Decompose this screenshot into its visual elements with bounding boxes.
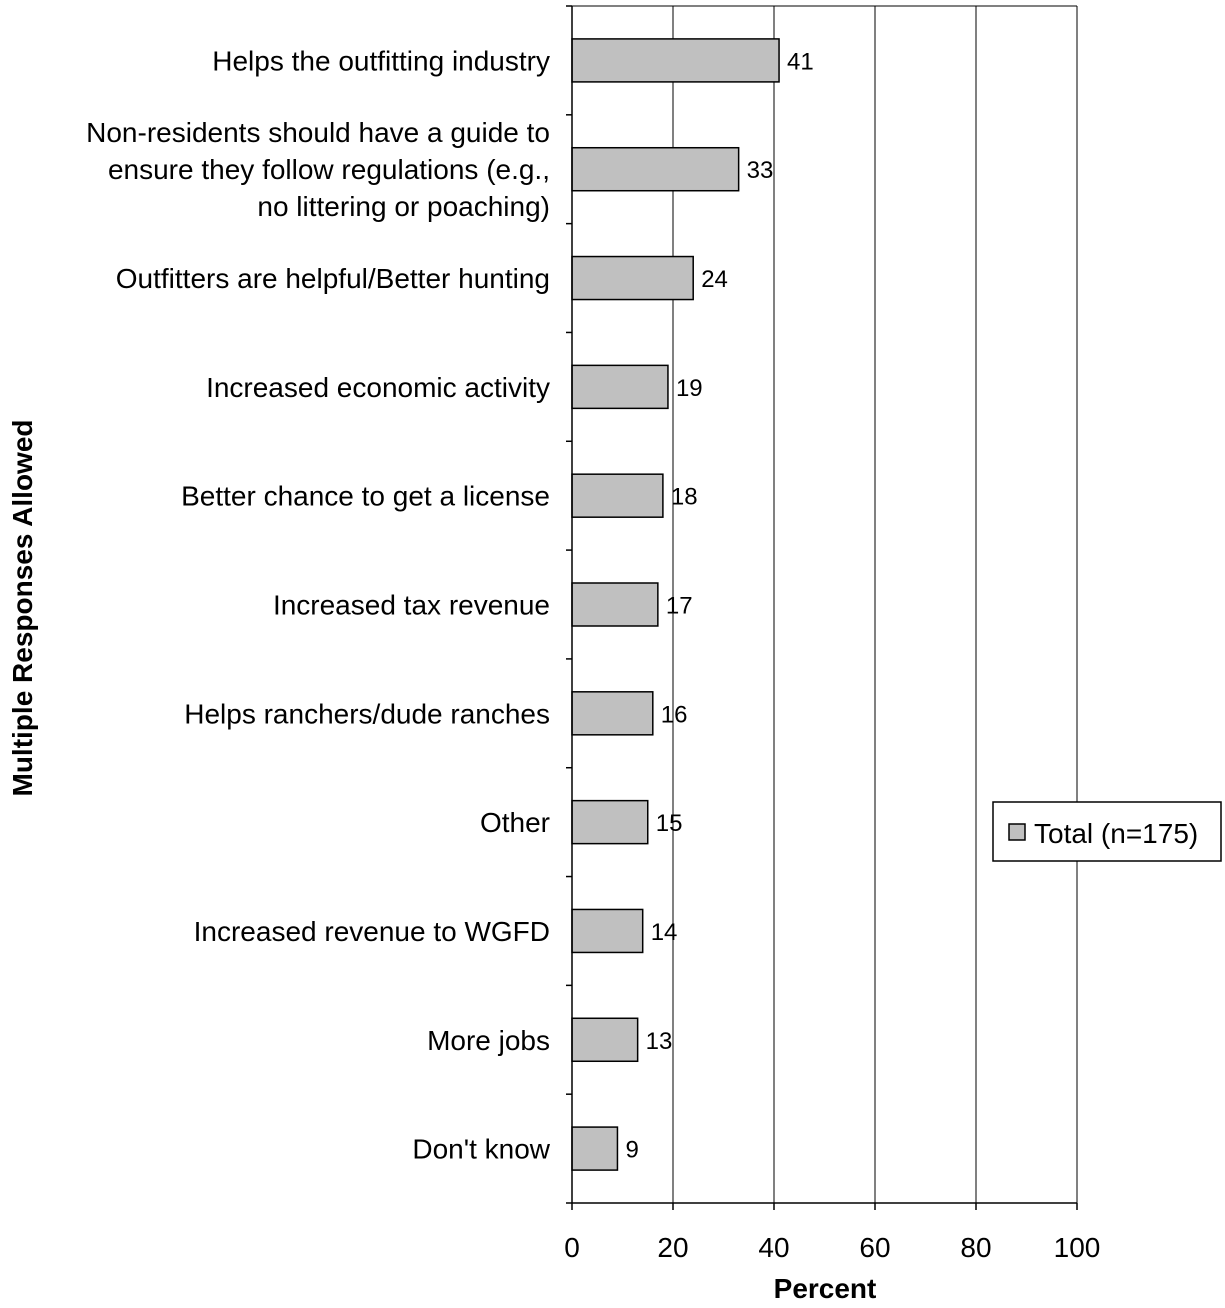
bar-4 [571, 473, 664, 518]
legend-swatch [1008, 823, 1026, 841]
bar-2 [571, 255, 694, 301]
x-tick-labels: 0 20 40 60 80 100 [564, 1232, 1100, 1263]
category-label-7: Other [480, 807, 550, 838]
category-label-10: Don't know [412, 1134, 550, 1165]
x-tick-label-20: 20 [657, 1232, 688, 1263]
bar-7 [571, 799, 649, 845]
data-label-1: 33 [747, 157, 774, 184]
gridlines [672, 6, 1078, 1203]
legend-box [992, 801, 1222, 862]
category-label-1: Non-residents should have a guide to ensu… [86, 117, 550, 222]
category-labels: Helps the outfitting industry Non-residen… [86, 45, 551, 1164]
data-label-7: 15 [656, 810, 683, 837]
bar-10 [571, 1126, 619, 1171]
bar-1 [571, 146, 740, 192]
x-tick-label-40: 40 [758, 1232, 789, 1263]
category-label-3: Increased economic activity [206, 372, 550, 403]
x-tick-label-60: 60 [859, 1232, 890, 1263]
category-label-0: Helps the outfitting industry [212, 45, 550, 76]
legend-label: Total (n=175) [1034, 818, 1198, 849]
category-label-2: Outfitters are helpful/Better hunting [116, 263, 550, 294]
y-axis-title: Multiple Responses Allowed [7, 419, 38, 796]
category-label-5: Increased tax revenue [273, 590, 550, 621]
category-label-8: Increased revenue to WGFD [194, 916, 550, 947]
category-label-6: Helps ranchers/dude ranches [184, 698, 550, 729]
category-label-4: Better chance to get a license [181, 481, 550, 512]
bar-0 [571, 38, 780, 83]
x-tick-label-0: 0 [564, 1232, 580, 1263]
x-tick-label-80: 80 [960, 1232, 991, 1263]
bar-6 [571, 691, 654, 736]
bar-5 [571, 582, 659, 627]
data-label-3: 19 [676, 375, 703, 402]
data-label-4: 18 [671, 484, 698, 511]
category-label-9: More jobs [427, 1025, 550, 1056]
bar-9 [571, 1017, 639, 1063]
legend: Total (n=175) [992, 801, 1222, 862]
axes [566, 5, 1078, 1210]
x-tick-label-100: 100 [1054, 1232, 1101, 1263]
bar-8 [571, 908, 644, 954]
data-labels: 41 33 24 19 18 17 16 15 14 13 9 [625, 48, 813, 1163]
data-label-9: 13 [646, 1028, 673, 1055]
data-label-8: 14 [651, 919, 678, 946]
bar-3 [571, 364, 669, 410]
data-label-0: 41 [787, 48, 814, 75]
x-axis-title: Percent [774, 1273, 877, 1304]
data-label-10: 9 [625, 1137, 638, 1164]
data-label-2: 24 [701, 266, 728, 293]
data-label-6: 16 [661, 701, 688, 728]
data-label-5: 17 [666, 593, 693, 620]
